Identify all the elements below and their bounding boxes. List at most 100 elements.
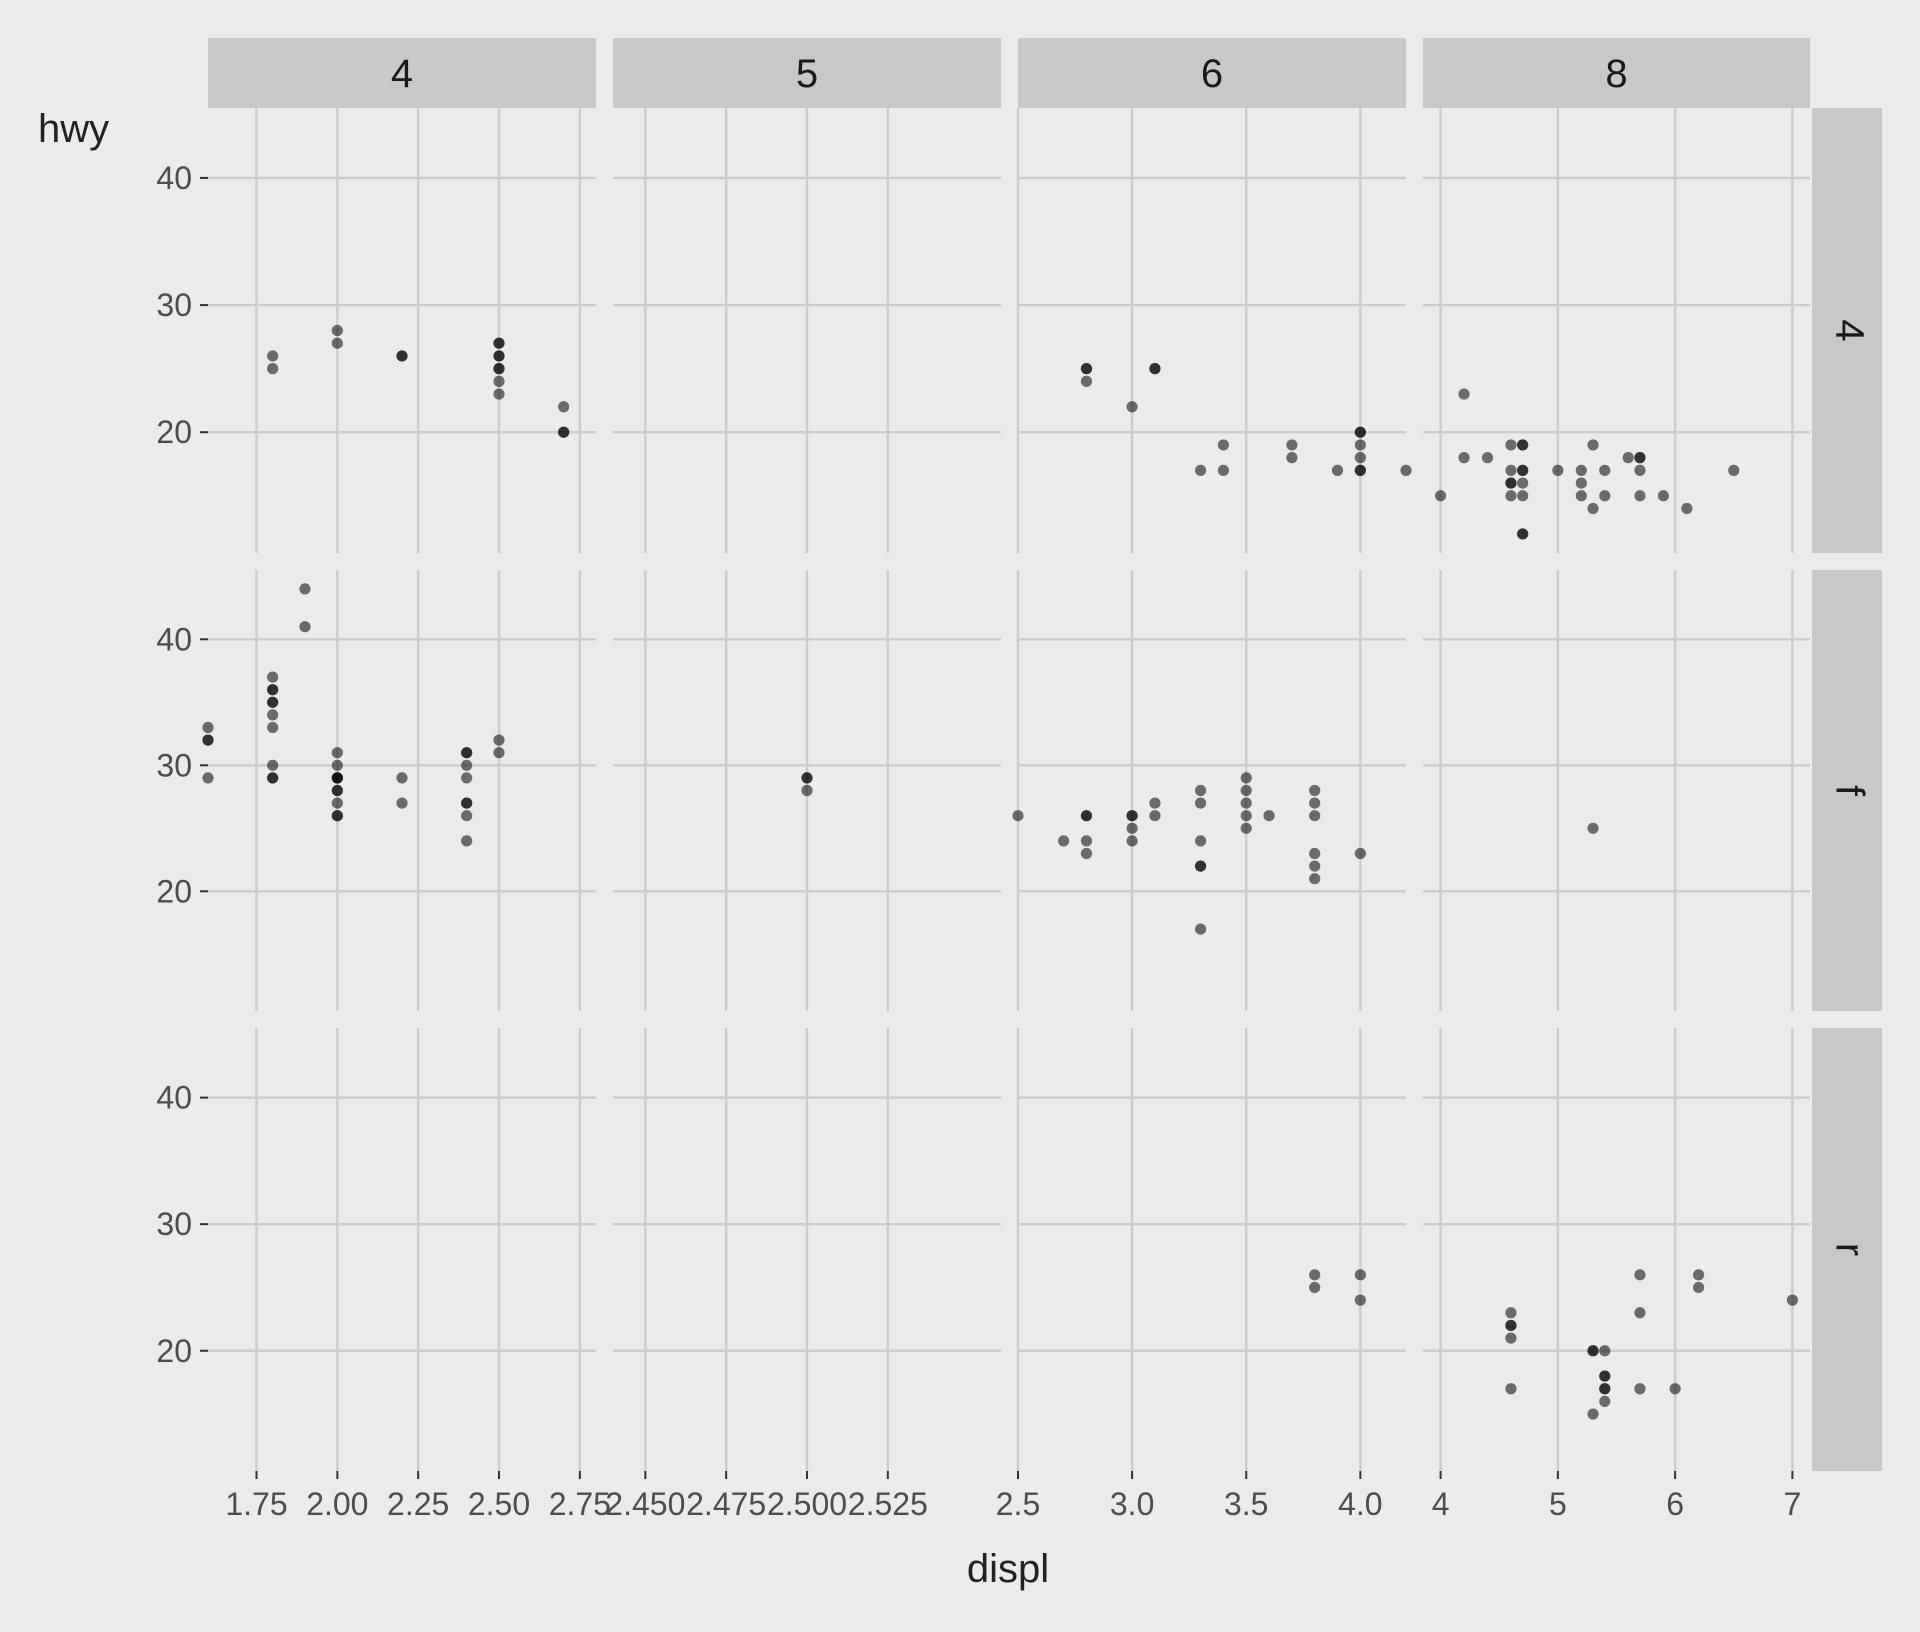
data-point	[267, 671, 279, 683]
column-strip-background	[613, 38, 1001, 108]
column-strip-label: 6	[1201, 52, 1223, 96]
data-point	[1587, 439, 1599, 451]
data-point	[202, 734, 214, 746]
data-point	[1331, 464, 1344, 476]
data-point	[1309, 1269, 1321, 1281]
data-point	[1354, 452, 1366, 464]
column-strip: 4	[208, 38, 596, 108]
data-point	[493, 337, 505, 349]
data-point	[1505, 1319, 1517, 1332]
data-point	[1080, 363, 1093, 375]
data-point	[1599, 1395, 1611, 1407]
data-point	[1354, 439, 1366, 451]
data-point	[801, 772, 813, 784]
data-point	[493, 747, 505, 759]
panel-background	[208, 108, 596, 553]
data-point	[1575, 464, 1587, 476]
panel-background	[1018, 570, 1406, 1011]
x-tick-label: 3.5	[1224, 1486, 1268, 1522]
facet-panel	[1423, 108, 1810, 553]
data-point	[1575, 477, 1587, 489]
data-point	[202, 772, 214, 784]
x-tick-label: 7	[1784, 1486, 1802, 1522]
data-point	[1354, 464, 1366, 476]
data-point	[331, 784, 343, 797]
data-point	[1587, 822, 1599, 834]
data-point	[1634, 490, 1646, 502]
data-point	[1517, 464, 1529, 476]
data-point	[1599, 1370, 1611, 1382]
data-point	[461, 835, 473, 847]
panel-background	[1423, 570, 1810, 1011]
data-point	[1669, 1383, 1681, 1395]
data-point	[1240, 822, 1252, 834]
data-point	[1194, 923, 1207, 935]
facet-panel	[208, 108, 596, 553]
data-point	[1575, 490, 1587, 502]
data-point	[1657, 490, 1670, 502]
data-point	[1517, 477, 1529, 489]
data-point	[1552, 464, 1564, 476]
data-point	[1599, 464, 1611, 476]
data-point	[1458, 388, 1470, 400]
data-point	[267, 363, 279, 375]
data-point	[1634, 1383, 1646, 1395]
data-point	[331, 324, 343, 337]
facet-panel	[613, 108, 1001, 553]
data-point	[299, 621, 311, 633]
row-strip-background	[1812, 570, 1882, 1011]
data-point	[1692, 1281, 1705, 1294]
x-tick-label: 4.0	[1338, 1486, 1382, 1522]
row-strip-label: 4	[1827, 319, 1871, 341]
data-point	[1309, 797, 1321, 809]
data-point	[1240, 810, 1252, 822]
y-tick-label: 20	[156, 1333, 192, 1369]
data-point	[1458, 452, 1470, 464]
x-tick-label: 2.525	[848, 1486, 928, 1522]
data-point	[331, 337, 343, 349]
data-point	[1505, 1332, 1517, 1344]
y-tick-label: 20	[156, 414, 192, 450]
data-point	[1263, 810, 1275, 822]
x-tick-label: 5	[1549, 1486, 1567, 1522]
data-point	[461, 797, 473, 809]
data-point	[1786, 1294, 1799, 1306]
facet-panel	[1423, 570, 1810, 1011]
data-point	[1354, 1294, 1366, 1306]
facet-panel	[1423, 1028, 1810, 1471]
panel-background	[208, 1028, 596, 1471]
data-point	[1149, 797, 1161, 809]
data-point	[801, 784, 813, 797]
data-point	[1354, 1269, 1366, 1281]
data-point	[267, 759, 279, 771]
data-point	[1599, 490, 1611, 502]
data-point	[1587, 1408, 1599, 1420]
data-point	[1599, 1345, 1611, 1357]
data-point	[461, 772, 473, 784]
data-point	[331, 759, 343, 771]
data-point	[1634, 464, 1646, 476]
data-point	[1309, 847, 1321, 860]
x-tick-label: 2.00	[306, 1486, 368, 1522]
column-strip-background	[1018, 38, 1406, 108]
data-point	[1309, 860, 1321, 872]
data-point	[1126, 822, 1138, 834]
panel-background	[1423, 108, 1810, 553]
facet-panel	[208, 1028, 596, 1471]
data-point	[1080, 375, 1093, 387]
data-point	[1505, 477, 1517, 489]
data-point	[1309, 873, 1321, 885]
row-strip: f	[1812, 570, 1882, 1011]
row-strip-background	[1812, 1028, 1882, 1471]
data-point	[1622, 452, 1634, 464]
data-point	[1194, 464, 1207, 476]
data-point	[267, 721, 279, 734]
data-point	[1354, 847, 1366, 860]
data-point	[267, 350, 279, 362]
column-strip-label: 4	[391, 52, 413, 96]
data-point	[1012, 810, 1024, 822]
data-point	[331, 772, 343, 784]
data-point	[267, 772, 279, 784]
data-point	[1080, 810, 1093, 822]
data-point	[493, 363, 505, 375]
